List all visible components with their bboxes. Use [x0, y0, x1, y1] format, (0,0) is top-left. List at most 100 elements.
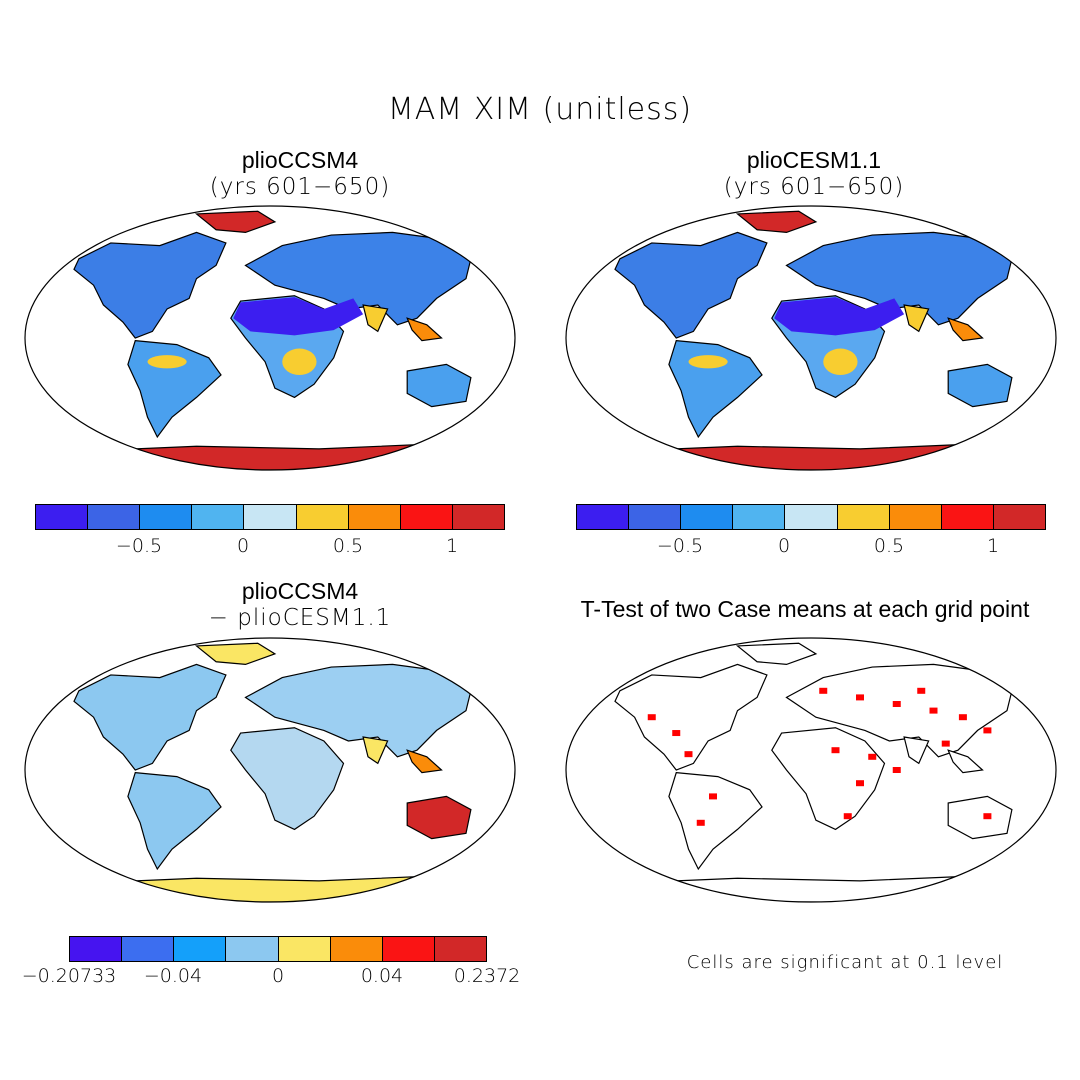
colorbar-swatch — [70, 937, 123, 961]
figure-title: MAM XIM (unitless) — [387, 92, 693, 127]
wet-region-africa — [282, 348, 317, 375]
landmass-antarctica — [613, 874, 1037, 902]
significant-cell — [647, 714, 656, 721]
significant-cell — [672, 730, 681, 737]
significant-cell — [709, 793, 717, 800]
wet-region-africa — [823, 348, 858, 375]
colorbar-swatch — [330, 937, 383, 961]
landmass-india — [903, 304, 930, 333]
significant-cell — [892, 767, 901, 773]
wet-region-amazon — [688, 355, 728, 369]
landmass-india — [903, 736, 930, 765]
colorbar-swatch — [192, 505, 245, 529]
landmass-greenland — [735, 210, 818, 234]
landmass-seasia — [406, 749, 443, 774]
colorbar-difference — [69, 936, 487, 962]
cbar3-tick: 0 — [271, 965, 285, 987]
significant-cell — [684, 751, 693, 758]
colorbar-swatch — [140, 505, 193, 529]
significant-cell — [958, 714, 967, 721]
colorbar-swatch — [837, 505, 890, 529]
landmass-namerica — [614, 663, 768, 771]
panel3-title: plioCCSM4 — [241, 578, 359, 604]
colorbar-swatch — [681, 505, 734, 529]
landmass-australia — [406, 795, 472, 840]
colorbar-swatch — [889, 505, 942, 529]
colorbar-swatch — [434, 937, 486, 961]
colorbar-swatch — [88, 505, 141, 529]
significant-cell — [856, 780, 864, 787]
cbar2-tick: 0 — [777, 535, 791, 557]
map-border — [24, 637, 516, 903]
colorbar-swatch — [382, 937, 435, 961]
cbar2-tick: 1 — [986, 535, 1000, 557]
landmass-australia — [947, 795, 1013, 840]
significant-cell — [892, 701, 901, 707]
landmass-africa — [771, 727, 886, 831]
map-border — [24, 205, 516, 471]
significant-cell — [856, 694, 864, 701]
landmass-eurasia — [244, 663, 472, 758]
colorbar-swatch — [993, 505, 1045, 529]
cbar1-tick: 0.5 — [332, 535, 364, 557]
colorbar-swatch — [733, 505, 786, 529]
landmass-eurasia — [244, 231, 472, 326]
significant-cell — [819, 687, 828, 694]
cbar3-tick: −0.20733 — [21, 965, 117, 987]
landmass-namerica — [73, 663, 227, 771]
significant-cell — [917, 687, 926, 694]
landmass-namerica — [73, 231, 227, 339]
colorbar-swatch — [244, 505, 297, 529]
significant-cell — [929, 707, 938, 714]
panel2-title: plioCESM1.1 — [746, 147, 882, 173]
panel4-title: T-Test of two Case means at each grid po… — [580, 596, 1030, 622]
colorbar-panel1 — [35, 504, 505, 530]
landmass-greenland — [735, 642, 818, 666]
landmass-samerica — [127, 771, 222, 871]
significant-cell — [696, 819, 705, 826]
landmass-samerica — [668, 771, 763, 871]
landmass-australia — [406, 363, 472, 408]
landmass-seasia — [947, 749, 984, 774]
cbar3-tick: 0.2372 — [453, 965, 521, 987]
dry-region — [233, 297, 364, 336]
colorbar-swatch — [36, 505, 89, 529]
landmass-seasia — [947, 317, 984, 342]
cbar3-tick: −0.04 — [143, 965, 203, 987]
cbar1-tick: −0.5 — [115, 535, 163, 557]
significance-note: Cells are significant at 0.1 level — [686, 952, 1004, 973]
landmass-eurasia — [785, 231, 1013, 326]
colorbar-swatch — [296, 505, 349, 529]
landmass-seasia — [406, 317, 443, 342]
landmass-eurasia — [785, 663, 1013, 758]
cbar1-tick: 0 — [236, 535, 250, 557]
colorbar-swatch — [400, 505, 453, 529]
colorbar-swatch — [577, 505, 630, 529]
map-border — [565, 205, 1057, 471]
panel1-subtitle: (yrs 601−650) — [209, 174, 391, 200]
significant-cell — [868, 753, 877, 760]
significant-cell — [831, 747, 840, 754]
landmass-greenland — [194, 210, 277, 234]
significant-cell — [941, 740, 950, 747]
colorbar-swatch — [629, 505, 682, 529]
landmass-india — [362, 736, 389, 765]
cbar1-tick: 1 — [445, 535, 459, 557]
colorbar-swatch — [785, 505, 838, 529]
landmass-africa — [230, 727, 345, 831]
colorbar-panel2 — [576, 504, 1046, 530]
cbar3-tick: 0.04 — [360, 965, 404, 987]
landmass-greenland — [194, 642, 277, 666]
landmass-india — [362, 304, 389, 333]
panel3-subtitle: − plioCESM1.1 — [208, 605, 392, 631]
dry-region — [774, 297, 905, 336]
significant-cell — [843, 813, 852, 820]
colorbar-swatch — [122, 937, 175, 961]
significant-cell — [983, 813, 992, 820]
colorbar-swatch — [278, 937, 331, 961]
panel1-title: plioCCSM4 — [241, 147, 359, 173]
